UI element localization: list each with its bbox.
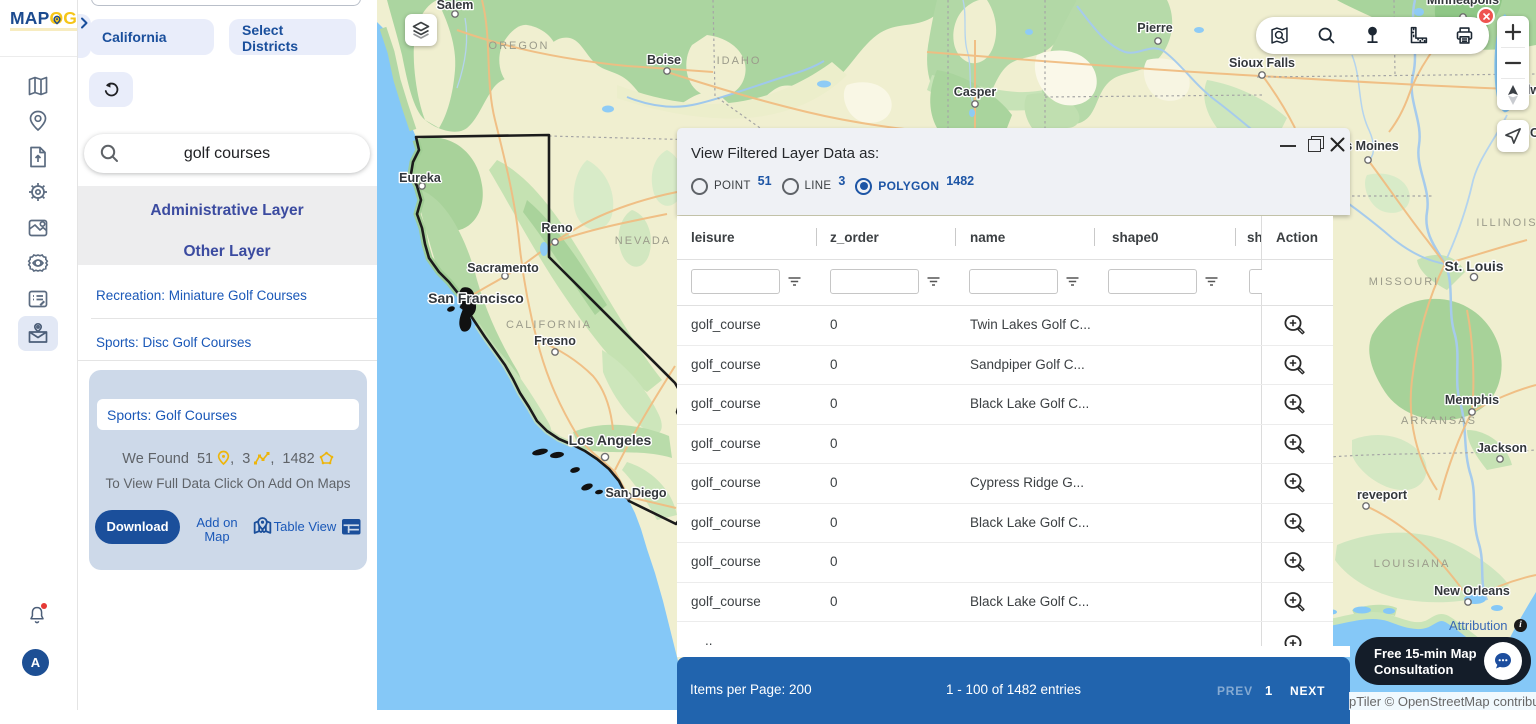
svg-text:Reno: Reno	[541, 221, 573, 235]
svg-text:ILLINOIS: ILLINOIS	[1476, 217, 1536, 229]
svg-text:Sioux Falls: Sioux Falls	[1229, 56, 1295, 70]
svg-text:Pierre: Pierre	[1137, 21, 1172, 35]
svg-text:ARKANSAS: ARKANSAS	[1401, 415, 1477, 427]
svg-text:San Francisco: San Francisco	[428, 290, 524, 306]
svg-text:Sacramento: Sacramento	[467, 261, 539, 275]
svg-text:IDAHO: IDAHO	[717, 55, 762, 67]
svg-text:Memphis: Memphis	[1445, 393, 1499, 407]
svg-text:OREGON: OREGON	[489, 40, 550, 52]
svg-text:reveport: reveport	[1357, 488, 1408, 502]
svg-text:Los Angeles: Los Angeles	[569, 432, 652, 448]
svg-text:Fresno: Fresno	[534, 334, 576, 348]
svg-text:Minneapolis: Minneapolis	[1427, 0, 1499, 7]
svg-text:NEVADA: NEVADA	[615, 235, 671, 247]
svg-text:San Diego: San Diego	[605, 486, 666, 500]
svg-text:MISSOURI: MISSOURI	[1369, 276, 1439, 288]
svg-text:St. Louis: St. Louis	[1444, 258, 1503, 274]
svg-text:Chicago: Chicago	[1530, 126, 1536, 140]
svg-text:CALIFORNIA: CALIFORNIA	[506, 319, 592, 331]
svg-text:Salem: Salem	[437, 0, 474, 12]
svg-text:LOUISIANA: LOUISIANA	[1374, 558, 1451, 570]
svg-text:Eureka: Eureka	[399, 171, 442, 185]
svg-text:Casper: Casper	[954, 85, 997, 99]
svg-text:New Orleans: New Orleans	[1434, 584, 1510, 598]
svg-text:Jackson: Jackson	[1477, 441, 1527, 455]
svg-text:Boise: Boise	[647, 53, 681, 67]
